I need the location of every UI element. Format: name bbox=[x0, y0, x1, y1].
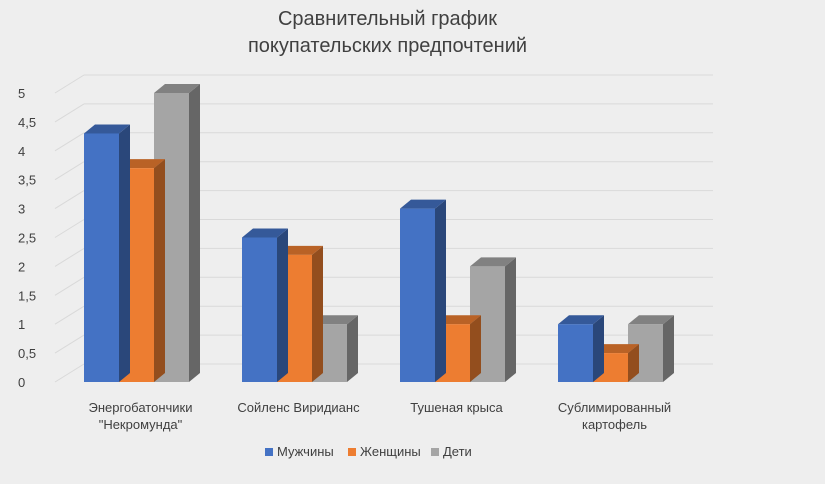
y-tick-label: 0,5 bbox=[18, 346, 36, 361]
bar-side bbox=[119, 124, 130, 383]
x-tick-label-line: Энергобатончики bbox=[89, 400, 193, 415]
gridline-diag bbox=[54, 103, 85, 123]
gridline-diag bbox=[54, 247, 85, 267]
chart-title-line-2: покупательских предпочтений bbox=[247, 35, 528, 57]
bar-side bbox=[628, 344, 639, 382]
bar-top bbox=[400, 199, 446, 209]
bar-top bbox=[628, 315, 674, 325]
y-tick-label: 1,5 bbox=[18, 288, 36, 303]
gridline-diag bbox=[54, 190, 85, 210]
gridline-diag bbox=[54, 219, 85, 238]
bar-front bbox=[242, 237, 277, 382]
gridline-diag bbox=[54, 363, 85, 383]
y-tick-label: 5 bbox=[18, 86, 25, 101]
bar-side bbox=[593, 315, 604, 382]
y-tick-label: 1 bbox=[18, 317, 25, 332]
bar-side bbox=[312, 245, 323, 382]
y-tick-label: 0 bbox=[18, 375, 25, 390]
bar-front bbox=[558, 324, 593, 382]
bar-top bbox=[84, 124, 130, 134]
bar-Мужчины-0 bbox=[84, 124, 130, 383]
bars bbox=[84, 84, 674, 383]
bar-top bbox=[242, 228, 288, 238]
bar-top bbox=[470, 257, 516, 267]
bar-front bbox=[400, 208, 435, 382]
y-tick-label: 4,5 bbox=[18, 115, 36, 130]
x-tick-label-line: Сойленс Виридианс bbox=[237, 400, 360, 415]
bar-side bbox=[189, 84, 200, 382]
legend-swatch bbox=[265, 448, 273, 456]
legend-label: Дети bbox=[443, 444, 472, 459]
x-tick-label: Энергобатончики "Некромунда" bbox=[89, 400, 193, 432]
gridline-diag bbox=[54, 305, 85, 325]
legend-swatch bbox=[431, 448, 439, 456]
gridline-diag bbox=[54, 334, 85, 354]
bar-Мужчины-3 bbox=[558, 315, 604, 382]
legend-label: Женщины bbox=[360, 444, 421, 459]
bar-top bbox=[277, 245, 323, 255]
bar-top bbox=[119, 159, 165, 169]
y-tick-label: 2 bbox=[18, 259, 25, 274]
bar-side bbox=[435, 199, 446, 382]
x-tick-label-line: картофель bbox=[582, 417, 647, 432]
gridline-diag bbox=[54, 132, 85, 152]
x-tick-label-line: Сублимированный bbox=[558, 400, 671, 415]
bar-side bbox=[154, 159, 165, 382]
x-tick-label: Сублимированный картофель bbox=[558, 400, 671, 432]
x-tick-label-line: "Некромунда" bbox=[99, 417, 183, 432]
y-tick-label: 4 bbox=[18, 144, 25, 159]
bar-side bbox=[347, 315, 358, 382]
x-tick-label: Тушеная крыса bbox=[410, 400, 503, 415]
bar-front bbox=[84, 133, 119, 382]
bar-top bbox=[435, 315, 481, 325]
bar-Мужчины-2 bbox=[400, 199, 446, 382]
gridline-diag bbox=[54, 276, 85, 296]
y-axis: 0 0,5 1 1,5 2 2,5 3 3,5 4 4,5 5 bbox=[18, 86, 36, 390]
bar-top bbox=[593, 344, 639, 354]
bar-side bbox=[277, 228, 288, 382]
legend-label: Мужчины bbox=[277, 444, 334, 459]
y-tick-label: 3,5 bbox=[18, 173, 36, 188]
chart-title: Сравнительный график покупательских пред… bbox=[0, 6, 775, 60]
bar-top bbox=[312, 315, 358, 325]
chart-title-line-1: Сравнительный график bbox=[277, 8, 498, 30]
bar-top bbox=[154, 84, 200, 93]
y-tick-label: 2,5 bbox=[18, 231, 36, 246]
legend: Мужчины Женщины Дети bbox=[265, 444, 472, 459]
gridline-diag bbox=[54, 161, 85, 181]
bar-side bbox=[470, 315, 481, 382]
x-tick-label: Сойленс Виридианс bbox=[237, 400, 360, 415]
bar-side bbox=[505, 257, 516, 382]
x-tick-label-line: Тушеная крыса bbox=[410, 400, 503, 415]
legend-swatch bbox=[348, 448, 356, 456]
y-tick-label: 3 bbox=[18, 202, 25, 217]
bar-top bbox=[558, 315, 604, 325]
gridline-diag bbox=[54, 74, 85, 94]
bar-Мужчины-1 bbox=[242, 228, 288, 382]
bar-side bbox=[663, 315, 674, 382]
